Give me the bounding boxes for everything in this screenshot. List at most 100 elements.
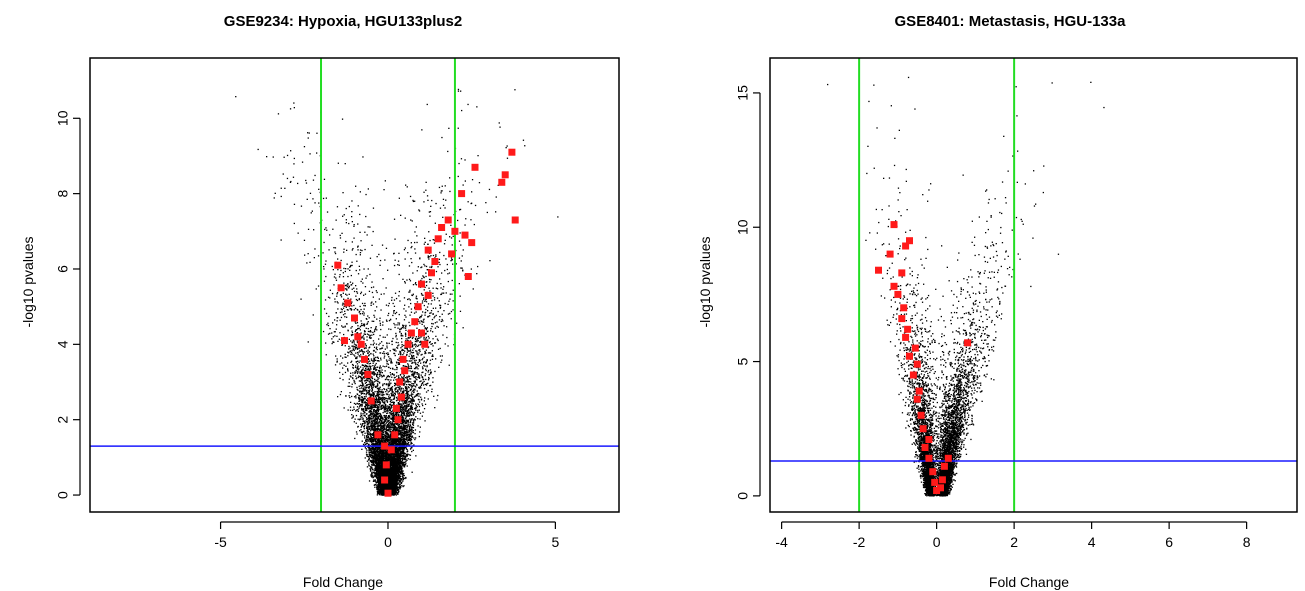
data-point: [429, 239, 431, 242]
data-point: [411, 404, 413, 406]
data-point: [396, 324, 398, 326]
data-point: [361, 423, 364, 425]
data-point: [411, 442, 413, 445]
data-point: [286, 154, 289, 157]
data-point: [399, 485, 401, 487]
data-point: [361, 313, 363, 315]
data-point: [429, 312, 431, 314]
data-point: [374, 457, 376, 459]
data-point: [335, 355, 337, 357]
data-point: [405, 184, 407, 186]
data-point: [422, 311, 424, 313]
data-point: [421, 302, 424, 304]
data-point: [364, 397, 366, 400]
data-point: [458, 283, 460, 285]
data-point: [327, 296, 330, 298]
data-point: [351, 349, 353, 352]
data-point: [380, 394, 382, 396]
data-point: [374, 486, 376, 488]
data-point: [403, 430, 405, 432]
data-point: [345, 219, 347, 221]
data-point: [266, 156, 268, 158]
data-point: [402, 324, 404, 326]
data-point: [357, 365, 359, 367]
data-point: [413, 312, 416, 314]
data-point: [400, 332, 402, 335]
data-point: [301, 161, 304, 163]
data-point: [461, 109, 463, 112]
data-point: [368, 447, 370, 450]
data-point: [395, 400, 398, 402]
data-point: [347, 362, 349, 364]
data-point: [412, 389, 415, 392]
data-point: [407, 450, 409, 452]
data-point: [341, 118, 344, 120]
data-point: [436, 325, 438, 328]
data-point: [434, 315, 436, 318]
data-point: [441, 272, 443, 274]
data-point: [459, 295, 461, 297]
data-point: [357, 396, 360, 399]
data-point: [393, 349, 396, 352]
data-point: [388, 302, 390, 305]
data-point: [342, 302, 344, 304]
data-point: [418, 209, 420, 211]
data-point: [368, 317, 370, 319]
data-point: [379, 259, 382, 262]
data-point: [447, 303, 449, 305]
data-point: [391, 362, 393, 364]
data-point: [416, 338, 418, 340]
data-point: [418, 375, 420, 377]
data-point: [384, 408, 387, 411]
data-point: [370, 358, 373, 360]
data-point: [363, 351, 366, 353]
data-point: [411, 294, 414, 297]
data-point: [362, 434, 364, 436]
data-point: [373, 314, 375, 316]
data-point: [390, 417, 392, 419]
data-point: [337, 162, 339, 164]
data-point: [430, 328, 432, 330]
data-point: [411, 373, 413, 376]
data-point: [420, 374, 422, 376]
data-point: [382, 344, 384, 347]
data-point: [349, 409, 352, 411]
data-point: [427, 310, 429, 312]
data-point: [449, 312, 451, 315]
data-point: [373, 320, 375, 322]
data-point: [426, 330, 428, 333]
data-point: [413, 437, 415, 439]
data-point: [358, 407, 360, 409]
data-point: [416, 373, 418, 375]
data-point: [376, 385, 379, 387]
data-point: [373, 346, 376, 348]
data-point: [431, 265, 433, 267]
data-point: [388, 359, 390, 361]
data-point: [362, 353, 364, 355]
data-point: [458, 162, 460, 165]
data-point: [368, 462, 370, 464]
data-point: [429, 290, 431, 292]
data-point: [376, 306, 378, 308]
data-point: [429, 266, 431, 268]
data-point: [373, 365, 376, 367]
data-point: [443, 243, 446, 245]
data-point: [408, 403, 411, 405]
data-point: [378, 360, 380, 362]
data-point: [402, 477, 404, 479]
data-point: [380, 359, 382, 361]
data-point: [394, 368, 396, 371]
data-point: [336, 295, 338, 297]
data-point: [365, 347, 367, 349]
data-point: [310, 212, 312, 214]
data-point: [411, 387, 413, 389]
data-point: [379, 322, 381, 324]
data-point: [432, 338, 434, 340]
data-point: [434, 222, 436, 224]
data-point: [374, 368, 376, 370]
data-point: [425, 281, 427, 283]
data-point: [380, 357, 382, 359]
data-point: [344, 345, 346, 347]
data-point: [410, 409, 412, 411]
data-point: [408, 278, 411, 280]
